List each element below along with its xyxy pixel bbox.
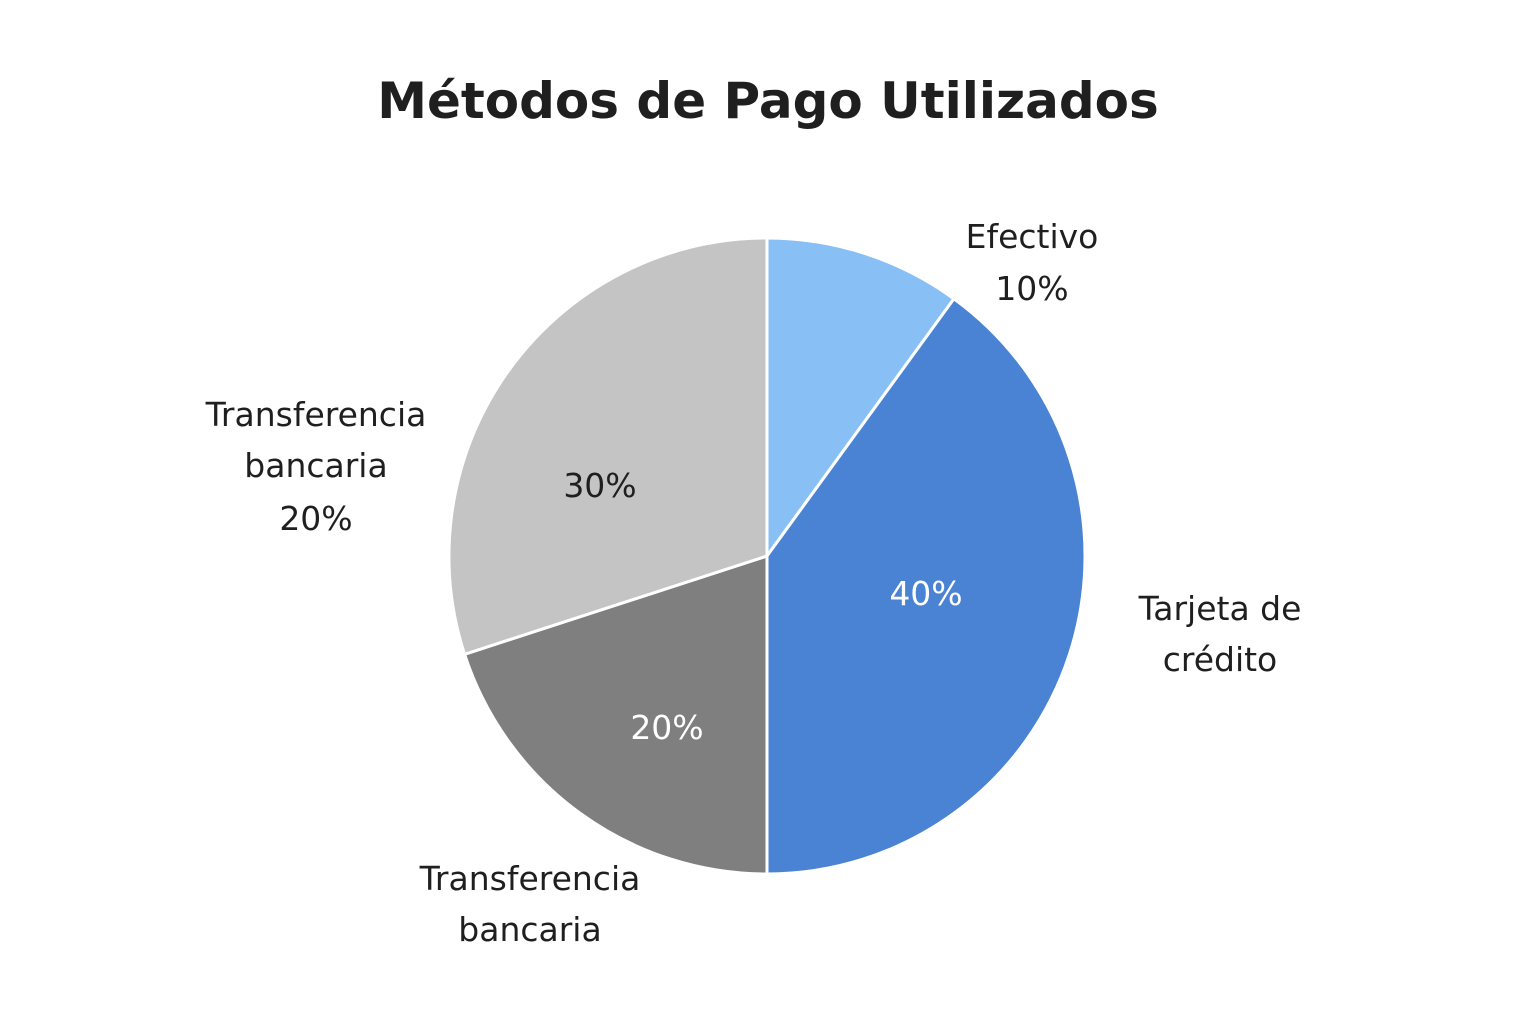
pie-labels: Efectivo 10% Tarjeta de crédito 40% Transfere…: [205, 217, 1302, 949]
slice-label-4-line-2: bancaria: [244, 446, 387, 485]
slice-label-1-line-1: Efectivo: [966, 217, 1099, 256]
slice-value-label-1: 10%: [995, 269, 1068, 308]
pie-slice-3: [463, 554, 769, 876]
pie-slice-1: [765, 236, 956, 558]
pie-slice-2: [765, 297, 1087, 876]
slice-label-2-line-2: crédito: [1163, 640, 1278, 679]
slice-value-label-2: 40%: [889, 574, 962, 613]
slice-label-3-line-2: bancaria: [458, 910, 601, 949]
slice-outer-value-label-4: 20%: [279, 499, 352, 538]
slice-label-4-line-1: Transferencia: [205, 395, 427, 434]
chart-title: Métodos de Pago Utilizados: [377, 72, 1159, 130]
pie-slices: [447, 236, 1087, 876]
slice-label-2-line-1: Tarjeta de: [1138, 589, 1302, 628]
slice-value-label-4: 30%: [563, 466, 636, 505]
pie-slice-4: [447, 236, 769, 656]
slice-label-3-line-1: Transferencia: [419, 859, 641, 898]
slice-value-label-3: 20%: [630, 708, 703, 747]
